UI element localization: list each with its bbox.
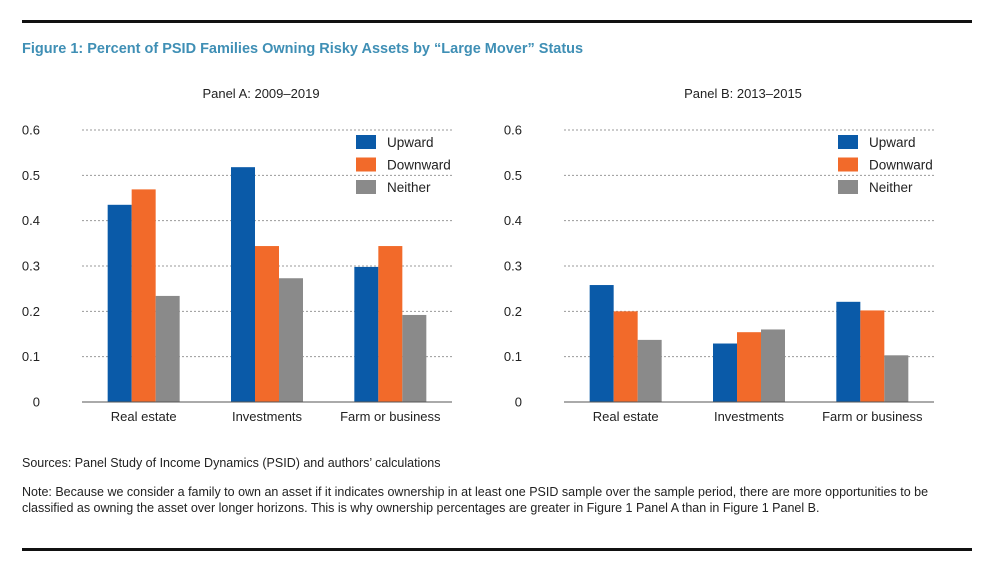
bar-investments-neither bbox=[279, 278, 303, 402]
bar-real-estate-neither bbox=[155, 295, 180, 402]
y-tick-label: 0.1 bbox=[22, 349, 40, 364]
bar-investments-neither bbox=[761, 329, 785, 402]
x-tick-label: Investments bbox=[232, 409, 303, 424]
legend-swatch-neither bbox=[356, 180, 376, 194]
legend-label-downward: Downward bbox=[869, 158, 933, 173]
y-tick-label: 0.4 bbox=[504, 213, 522, 228]
x-tick-label: Real estate bbox=[593, 409, 659, 424]
panel-a-chart: Panel A: 2009–2019 0 0.1 0.2 0.3 0.4 0.5 0.6 Rea… bbox=[22, 86, 452, 424]
y-tick-label: 0.2 bbox=[504, 304, 522, 319]
bar-investments-downward bbox=[737, 332, 761, 402]
figure-title: Figure 1: Percent of PSID Families Ownin… bbox=[22, 41, 584, 57]
legend-label-downward: Downward bbox=[387, 158, 451, 173]
x-tick-label: Farm or business bbox=[822, 409, 923, 424]
bar-real-estate-upward bbox=[107, 204, 132, 402]
y-tick-label: 0.5 bbox=[504, 168, 522, 183]
bar-farm-or-business-upward bbox=[354, 266, 379, 402]
legend-swatch-upward bbox=[838, 135, 858, 149]
y-tick-label: 0.6 bbox=[22, 123, 40, 138]
legend-label-upward: Upward bbox=[387, 135, 434, 150]
y-tick-label: 0.1 bbox=[504, 349, 522, 364]
x-tick-label: Real estate bbox=[111, 409, 177, 424]
legend-label-upward: Upward bbox=[869, 135, 916, 150]
legend-label-neither: Neither bbox=[869, 180, 913, 195]
y-tick-label: 0 bbox=[33, 395, 40, 410]
bar-real-estate-neither bbox=[637, 339, 662, 402]
bar-investments-upward bbox=[231, 167, 255, 402]
legend-swatch-downward bbox=[356, 157, 376, 172]
x-tick-label: Farm or business bbox=[340, 409, 441, 424]
y-tick-label: 0.3 bbox=[504, 259, 522, 274]
legend-label-neither: Neither bbox=[387, 180, 431, 195]
note-text: Note: Because we consider a family to ow… bbox=[22, 485, 929, 515]
bar-farm-or-business-downward bbox=[378, 246, 403, 402]
y-tick-label: 0 bbox=[515, 395, 522, 410]
sources-text: Sources: Panel Study of Income Dynamics … bbox=[22, 456, 441, 470]
panel-b-chart: Panel B: 2013–2015 0 0.1 0.2 0.3 0.4 0.5 0.6 Rea… bbox=[504, 86, 934, 424]
y-tick-label: 0.6 bbox=[504, 123, 522, 138]
top-rule bbox=[22, 20, 972, 23]
bar-investments-upward bbox=[713, 343, 737, 402]
panel-title: Panel B: 2013–2015 bbox=[684, 86, 802, 101]
x-tick-label: Investments bbox=[714, 409, 785, 424]
bar-farm-or-business-neither bbox=[402, 314, 427, 402]
bar-real-estate-upward bbox=[589, 285, 614, 402]
legend-swatch-upward bbox=[356, 135, 376, 149]
bar-farm-or-business-upward bbox=[836, 301, 861, 402]
y-tick-label: 0.3 bbox=[22, 259, 40, 274]
legend-swatch-downward bbox=[838, 157, 858, 172]
bar-real-estate-downward bbox=[131, 189, 156, 402]
y-tick-label: 0.5 bbox=[22, 168, 40, 183]
legend-swatch-neither bbox=[838, 180, 858, 194]
bottom-rule bbox=[22, 548, 972, 551]
y-tick-label: 0.4 bbox=[22, 213, 40, 228]
bar-investments-downward bbox=[255, 246, 279, 402]
y-tick-label: 0.2 bbox=[22, 304, 40, 319]
bar-real-estate-downward bbox=[613, 311, 638, 402]
panel-title: Panel A: 2009–2019 bbox=[202, 86, 319, 101]
bar-farm-or-business-neither bbox=[884, 355, 909, 402]
bar-farm-or-business-downward bbox=[860, 310, 885, 402]
